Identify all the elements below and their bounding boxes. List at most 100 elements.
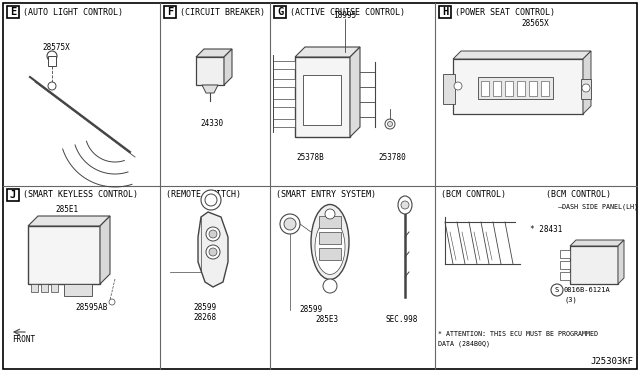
Bar [164,6,176,18]
Text: SEC.998: SEC.998 [385,315,417,324]
Bar [51,284,58,292]
Bar [48,56,56,66]
Bar [581,79,591,99]
Polygon shape [618,240,624,284]
Circle shape [109,299,115,305]
Polygon shape [350,47,360,137]
Bar [64,284,92,296]
Text: 25378B: 25378B [296,153,324,161]
Text: 28565X: 28565X [521,19,549,29]
Text: H: H [442,7,448,17]
Circle shape [47,51,57,61]
Text: E: E [10,7,16,17]
Polygon shape [583,51,591,114]
Polygon shape [202,85,218,93]
Circle shape [325,209,335,219]
Bar [273,79,295,87]
Bar [517,81,525,96]
Text: 253780: 253780 [378,153,406,161]
Circle shape [209,248,217,256]
Bar [560,272,570,280]
Circle shape [551,284,563,296]
Text: J: J [10,190,16,200]
Circle shape [205,194,217,206]
Text: DATA (284B0Q): DATA (284B0Q) [438,341,490,347]
Text: 285E3: 285E3 [315,315,338,324]
Bar [541,81,549,96]
Bar [319,232,341,244]
Text: (SMART ENTRY SYSTEM): (SMART ENTRY SYSTEM) [276,190,376,199]
Bar [273,119,295,127]
Text: (CIRCUIT BREAKER): (CIRCUIT BREAKER) [180,7,265,16]
Circle shape [582,84,590,92]
Circle shape [454,82,462,90]
Bar [7,189,19,201]
Circle shape [280,214,300,234]
Bar [481,81,489,96]
Text: (POWER SEAT CONTROL): (POWER SEAT CONTROL) [455,7,555,16]
Text: (ACTIVE CRUISE CONTROL): (ACTIVE CRUISE CONTROL) [290,7,405,16]
Text: G: G [277,7,283,17]
Text: 24330: 24330 [200,119,223,128]
Bar [560,261,570,269]
Bar [570,246,618,284]
Text: 28575X: 28575X [42,42,70,51]
Ellipse shape [398,196,412,214]
Bar [319,216,341,228]
Text: 18995: 18995 [333,12,356,20]
Ellipse shape [315,219,345,275]
Bar [274,6,286,18]
Polygon shape [453,59,583,114]
Bar [493,81,501,96]
Polygon shape [453,51,591,59]
Circle shape [323,279,337,293]
Text: (3): (3) [564,297,577,303]
Bar [560,250,570,258]
Circle shape [209,230,217,238]
Bar [31,284,38,292]
Circle shape [201,190,221,210]
Circle shape [385,119,395,129]
Bar [443,74,455,104]
Circle shape [206,227,220,241]
Bar [7,6,19,18]
Polygon shape [295,47,360,57]
Bar [505,81,513,96]
Polygon shape [28,226,100,284]
Text: 28268: 28268 [193,312,216,321]
Text: (BCM CONTROL): (BCM CONTROL) [546,189,611,199]
Text: 28599: 28599 [299,305,322,314]
Text: J25303KF: J25303KF [590,357,633,366]
Polygon shape [28,216,110,226]
Bar [439,6,451,18]
Bar [41,284,48,292]
Polygon shape [100,216,110,284]
Bar [273,61,295,69]
Polygon shape [224,49,232,85]
Bar [529,81,537,96]
Text: 0816B-6121A: 0816B-6121A [564,287,611,293]
Text: DASH SIDE PANEL(LH): DASH SIDE PANEL(LH) [562,204,638,210]
Polygon shape [198,212,228,287]
Text: 285E1: 285E1 [55,205,78,214]
Text: 28595AB: 28595AB [75,302,108,311]
Circle shape [206,245,220,259]
Circle shape [284,218,296,230]
Text: (REMOTE SWITCH): (REMOTE SWITCH) [166,190,241,199]
Polygon shape [196,49,232,57]
Text: * 28431: * 28431 [530,224,563,234]
Text: (SMART KEYLESS CONTROL): (SMART KEYLESS CONTROL) [23,190,138,199]
Text: * ATTENTION: THIS ECU MUST BE PROGRAMMED: * ATTENTION: THIS ECU MUST BE PROGRAMMED [438,331,598,337]
Bar [319,248,341,260]
Circle shape [48,82,56,90]
Text: S: S [555,287,559,293]
Bar [273,99,295,107]
Text: (AUTO LIGHT CONTROL): (AUTO LIGHT CONTROL) [23,7,123,16]
Text: F: F [167,7,173,17]
Bar [303,75,341,125]
Text: FRONT: FRONT [582,251,604,257]
Bar [478,77,553,99]
Polygon shape [570,240,624,246]
Polygon shape [295,57,350,137]
Circle shape [387,122,392,126]
